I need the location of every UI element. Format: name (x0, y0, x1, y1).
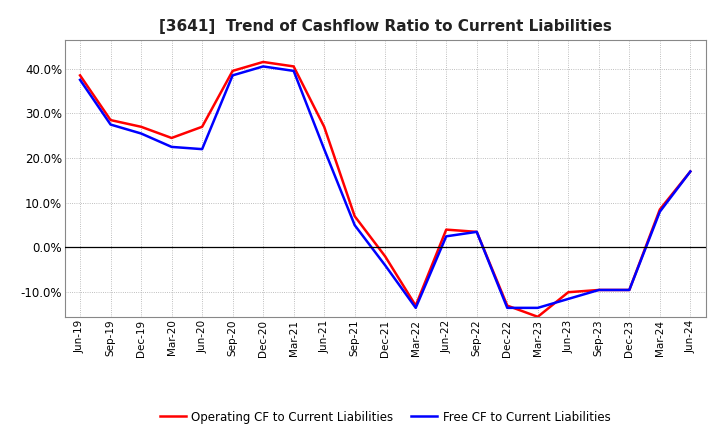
Free CF to Current Liabilities (289, 68, 298, 73)
Operating CF to Current Liabilities (686, 169, 695, 174)
Operating CF to Current Liabilities (167, 136, 176, 141)
Operating CF to Current Liabilities (472, 229, 481, 235)
Free CF to Current Liabilities (503, 305, 512, 311)
Operating CF to Current Liabilities (320, 124, 328, 129)
Operating CF to Current Liabilities (228, 68, 237, 73)
Free CF to Current Liabilities (564, 296, 572, 301)
Title: [3641]  Trend of Cashflow Ratio to Current Liabilities: [3641] Trend of Cashflow Ratio to Curren… (159, 19, 611, 34)
Free CF to Current Liabilities (442, 234, 451, 239)
Operating CF to Current Liabilities (564, 290, 572, 295)
Operating CF to Current Liabilities (137, 124, 145, 129)
Free CF to Current Liabilities (198, 147, 207, 152)
Free CF to Current Liabilities (167, 144, 176, 150)
Operating CF to Current Liabilities (655, 207, 664, 212)
Operating CF to Current Liabilities (503, 303, 512, 308)
Legend: Operating CF to Current Liabilities, Free CF to Current Liabilities: Operating CF to Current Liabilities, Fre… (155, 406, 616, 428)
Operating CF to Current Liabilities (258, 59, 267, 65)
Operating CF to Current Liabilities (198, 124, 207, 129)
Free CF to Current Liabilities (258, 64, 267, 69)
Operating CF to Current Liabilities (351, 213, 359, 219)
Operating CF to Current Liabilities (534, 314, 542, 319)
Free CF to Current Liabilities (228, 73, 237, 78)
Free CF to Current Liabilities (381, 263, 390, 268)
Free CF to Current Liabilities (320, 147, 328, 152)
Free CF to Current Liabilities (411, 305, 420, 311)
Line: Operating CF to Current Liabilities: Operating CF to Current Liabilities (80, 62, 690, 317)
Free CF to Current Liabilities (534, 305, 542, 311)
Free CF to Current Liabilities (655, 209, 664, 214)
Free CF to Current Liabilities (137, 131, 145, 136)
Free CF to Current Liabilities (76, 77, 84, 82)
Operating CF to Current Liabilities (289, 64, 298, 69)
Operating CF to Current Liabilities (76, 73, 84, 78)
Free CF to Current Liabilities (595, 287, 603, 293)
Operating CF to Current Liabilities (625, 287, 634, 293)
Free CF to Current Liabilities (351, 223, 359, 228)
Free CF to Current Liabilities (107, 122, 115, 127)
Operating CF to Current Liabilities (595, 287, 603, 293)
Operating CF to Current Liabilities (107, 117, 115, 123)
Free CF to Current Liabilities (625, 287, 634, 293)
Operating CF to Current Liabilities (442, 227, 451, 232)
Line: Free CF to Current Liabilities: Free CF to Current Liabilities (80, 66, 690, 308)
Operating CF to Current Liabilities (381, 254, 390, 259)
Operating CF to Current Liabilities (411, 303, 420, 308)
Free CF to Current Liabilities (472, 229, 481, 235)
Free CF to Current Liabilities (686, 169, 695, 174)
